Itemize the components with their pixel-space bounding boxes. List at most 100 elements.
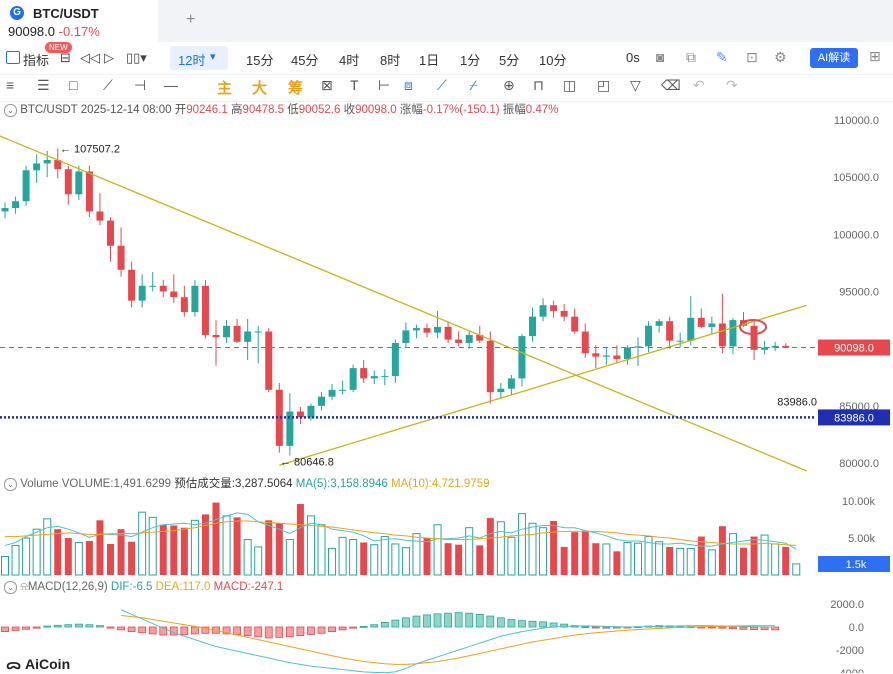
timeframe-12h[interactable]: 12时 <box>178 53 206 68</box>
add-tab-icon[interactable]: + <box>186 11 196 28</box>
macd-bar <box>11 626 20 631</box>
trash-icon[interactable]: ⌫ <box>661 77 681 93</box>
last-price-label: 90098.0 <box>834 343 874 355</box>
filter-icon[interactable]: ▽ <box>630 77 641 93</box>
candle-body <box>560 310 568 317</box>
volume-bar <box>444 543 452 575</box>
volume-bar <box>74 541 83 576</box>
candle-body <box>697 317 705 327</box>
volume-bar <box>517 513 526 576</box>
volume-bar <box>412 533 421 576</box>
collapse-icon[interactable]: ⌄ <box>4 104 17 117</box>
macd-dif-line <box>120 609 776 673</box>
stats-icon[interactable]: ⊠ <box>321 77 333 93</box>
play-icon[interactable]: ▷ <box>104 50 114 65</box>
volume-bar <box>11 544 20 576</box>
measure-icon[interactable]: ⊢ <box>378 77 391 93</box>
redo-icon[interactable]: ↷ <box>726 77 738 93</box>
bell-icon[interactable]: ⍾ <box>20 581 28 593</box>
logo-text: AiCoin <box>25 656 71 672</box>
macd-label: MACD(12,26,9) <box>27 581 108 593</box>
timeframe-45m[interactable]: 45分 <box>291 53 319 68</box>
big-order-button[interactable]: 大 <box>252 80 268 97</box>
candle-body <box>286 411 294 446</box>
candle-body <box>602 355 610 357</box>
price-tick-label: 110000.0 <box>834 115 879 127</box>
layout-icon[interactable]: ⊟ <box>60 50 71 65</box>
volume-bar <box>1 556 9 576</box>
macd-bar <box>338 626 347 631</box>
candle-body <box>339 389 347 391</box>
timeframe-1d[interactable]: 1日 <box>419 53 440 68</box>
rectangle-icon[interactable]: □ <box>69 77 78 93</box>
timeframe-10m[interactable]: 10分 <box>539 53 567 68</box>
indicators-icon[interactable] <box>6 51 20 64</box>
macd-bar <box>307 626 315 635</box>
menu-icon[interactable]: ≡ <box>6 77 15 93</box>
hline-icon[interactable]: ⊣ <box>134 77 147 93</box>
volume-bar <box>707 549 716 576</box>
volume-bar <box>265 520 273 575</box>
camera-icon[interactable]: ◙ <box>656 49 665 65</box>
volume-bar <box>644 536 653 576</box>
indicators-button[interactable]: 指标 <box>23 53 50 68</box>
volume-bar <box>212 502 220 575</box>
main-chart-button[interactable]: 主 <box>217 80 233 97</box>
candle-body <box>12 201 20 209</box>
volume-bar <box>697 536 705 575</box>
collapse-volume-icon[interactable]: ⌄ <box>4 478 17 491</box>
toolbar-timeframes <box>0 42 893 75</box>
ohlc-info: ⌄ BTC/USDT 2025-12-14 08:00 开90246.1 高90… <box>4 101 558 117</box>
ray-icon[interactable]: — <box>164 77 178 93</box>
candle-body <box>750 325 758 350</box>
timeframe-active-bg <box>170 46 228 70</box>
candle-body <box>254 331 262 333</box>
timeframe-1m[interactable]: 1分 <box>460 53 481 68</box>
collapse-macd-icon[interactable]: ⌄ <box>4 581 17 594</box>
pencil-icon[interactable]: ⌿ <box>469 77 478 93</box>
chips-button[interactable]: 筹 <box>288 80 304 97</box>
macd-bar <box>496 617 505 628</box>
candle-body <box>180 297 188 313</box>
candle-body <box>64 169 72 195</box>
timeframe-4h[interactable]: 4时 <box>339 53 360 68</box>
text-icon[interactable]: T <box>350 77 359 93</box>
macd-bar <box>74 623 83 628</box>
timeframe-5m[interactable]: 5分 <box>499 53 520 68</box>
lines-icon[interactable]: ☰ <box>37 77 50 93</box>
candle-body <box>22 170 30 202</box>
candle-body <box>149 285 157 287</box>
tab-btc-usdt[interactable] <box>0 0 158 42</box>
magnet-icon[interactable]: ⧈ <box>404 77 413 93</box>
chart-type-icon[interactable]: ▯▯▾ <box>126 50 147 65</box>
compare-icon[interactable]: ⧉ <box>686 49 696 65</box>
timeframe-15m[interactable]: 15分 <box>246 53 274 68</box>
settings-icon[interactable]: ⚙ <box>774 49 787 65</box>
tag-icon[interactable]: ◰ <box>597 77 611 93</box>
volume-label: Volume <box>20 478 59 490</box>
timeframe-8h[interactable]: 8时 <box>380 53 401 68</box>
macd-bar <box>401 617 410 628</box>
macd-bar <box>53 624 62 628</box>
annotate-icon[interactable]: ⊡ <box>746 49 758 65</box>
draw-icon[interactable]: ✎ <box>716 49 728 65</box>
grid-icon[interactable]: ⊞ <box>869 48 881 64</box>
trendline-icon[interactable]: ⟋ <box>103 77 113 93</box>
rewind-icon[interactable]: ◁◁ <box>80 50 100 65</box>
lock-icon[interactable]: ⊓ <box>533 77 544 93</box>
chevron-down-icon[interactable]: ▾ <box>210 51 216 63</box>
ai-interpret-button[interactable]: AI解读 <box>810 48 858 68</box>
undo-icon[interactable]: ↶ <box>693 77 705 93</box>
volume-bar <box>539 527 548 576</box>
macd-bar <box>43 625 52 628</box>
macd-bar <box>275 626 284 638</box>
ruler-icon[interactable]: ⟋ <box>437 77 447 93</box>
volume-bar <box>455 544 463 575</box>
macd-bar <box>285 626 294 638</box>
eye-icon[interactable]: ◫ <box>563 77 577 93</box>
candle-body <box>634 346 642 348</box>
macd-bar <box>243 626 252 637</box>
aicoin-logo: ᯅ AiCoin <box>6 655 70 674</box>
zoom-icon[interactable]: ⊕ <box>503 77 515 93</box>
